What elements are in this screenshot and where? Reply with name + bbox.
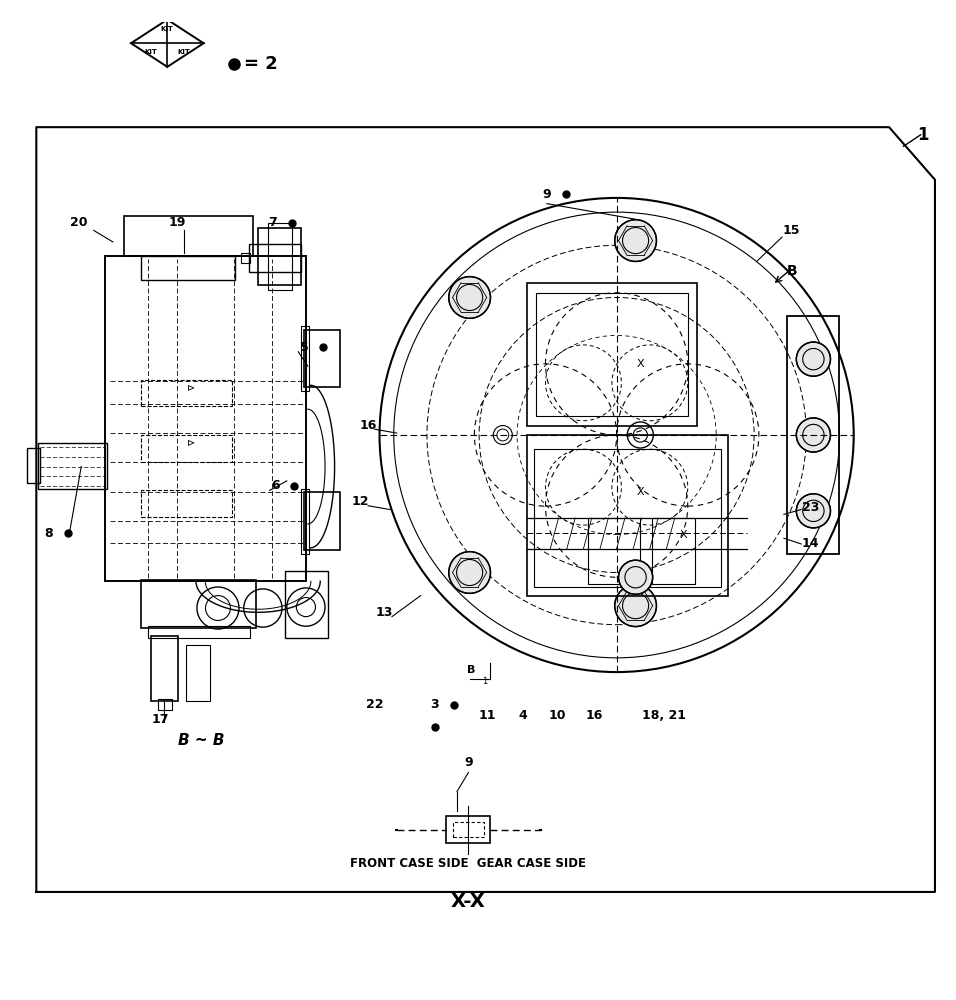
Bar <box>186 645 210 701</box>
Bar <box>141 380 232 406</box>
Text: 18, 21: 18, 21 <box>642 709 686 722</box>
Text: 4: 4 <box>518 709 528 722</box>
Circle shape <box>615 585 657 627</box>
Text: 23: 23 <box>802 501 819 514</box>
Bar <box>453 822 484 837</box>
Bar <box>536 293 687 416</box>
Text: B ~ B: B ~ B <box>178 733 224 748</box>
Text: X-X: X-X <box>451 892 486 911</box>
Bar <box>141 435 232 462</box>
Bar <box>301 489 309 554</box>
Text: 5: 5 <box>299 341 309 354</box>
Text: 3: 3 <box>430 698 440 711</box>
Circle shape <box>796 494 831 528</box>
Text: 8: 8 <box>44 527 54 540</box>
Text: 11: 11 <box>479 709 496 722</box>
Bar <box>652 518 695 584</box>
Bar <box>141 490 232 517</box>
Text: 16: 16 <box>359 419 377 432</box>
Bar <box>304 492 340 550</box>
Bar <box>527 283 697 426</box>
Bar <box>588 518 641 584</box>
Text: 6: 6 <box>271 479 280 492</box>
Bar <box>38 443 107 489</box>
Text: ⊳: ⊳ <box>187 438 195 448</box>
Circle shape <box>615 220 657 261</box>
Text: B: B <box>467 665 475 675</box>
Text: 12: 12 <box>352 495 369 508</box>
Circle shape <box>448 552 490 593</box>
Text: KIT: KIT <box>144 49 158 55</box>
Circle shape <box>796 342 831 376</box>
Text: 13: 13 <box>376 606 393 619</box>
Text: X: X <box>679 530 686 540</box>
Bar <box>527 435 728 596</box>
Text: 14: 14 <box>802 537 819 550</box>
Text: ⊳: ⊳ <box>187 382 195 392</box>
Text: 19: 19 <box>168 216 185 229</box>
Bar <box>301 326 309 391</box>
Text: 7: 7 <box>268 216 277 229</box>
Bar <box>27 448 40 483</box>
Text: KIT: KIT <box>177 49 190 55</box>
Bar <box>105 256 306 581</box>
Text: KIT: KIT <box>161 26 174 32</box>
Text: 10: 10 <box>549 709 566 722</box>
Circle shape <box>619 560 653 594</box>
Text: 9: 9 <box>464 756 473 769</box>
Bar <box>141 256 235 280</box>
Bar <box>533 449 721 587</box>
Text: X: X <box>637 487 644 497</box>
Bar <box>124 216 253 256</box>
Text: 16: 16 <box>586 709 603 722</box>
Bar <box>148 626 250 638</box>
Text: 1: 1 <box>482 677 487 686</box>
Text: FRONT CASE SIDE  GEAR CASE SIDE: FRONT CASE SIDE GEAR CASE SIDE <box>351 857 586 870</box>
Text: B: B <box>786 264 797 278</box>
Text: 17: 17 <box>152 713 169 726</box>
Bar <box>285 571 328 638</box>
Text: 15: 15 <box>783 224 800 237</box>
Text: 9: 9 <box>542 188 552 201</box>
Circle shape <box>448 277 490 318</box>
Bar <box>141 580 256 628</box>
Text: X: X <box>637 359 644 369</box>
Text: = 2: = 2 <box>244 55 277 73</box>
Bar <box>241 253 250 263</box>
Bar <box>446 816 490 843</box>
Bar <box>788 316 839 554</box>
Bar <box>249 244 301 272</box>
Bar <box>158 699 172 710</box>
Bar <box>258 228 301 285</box>
Bar <box>304 330 340 387</box>
Bar <box>268 223 292 290</box>
Text: 20: 20 <box>70 216 87 229</box>
Bar <box>151 636 178 701</box>
Circle shape <box>796 418 831 452</box>
Text: 22: 22 <box>366 698 383 711</box>
Text: 1: 1 <box>917 126 928 144</box>
